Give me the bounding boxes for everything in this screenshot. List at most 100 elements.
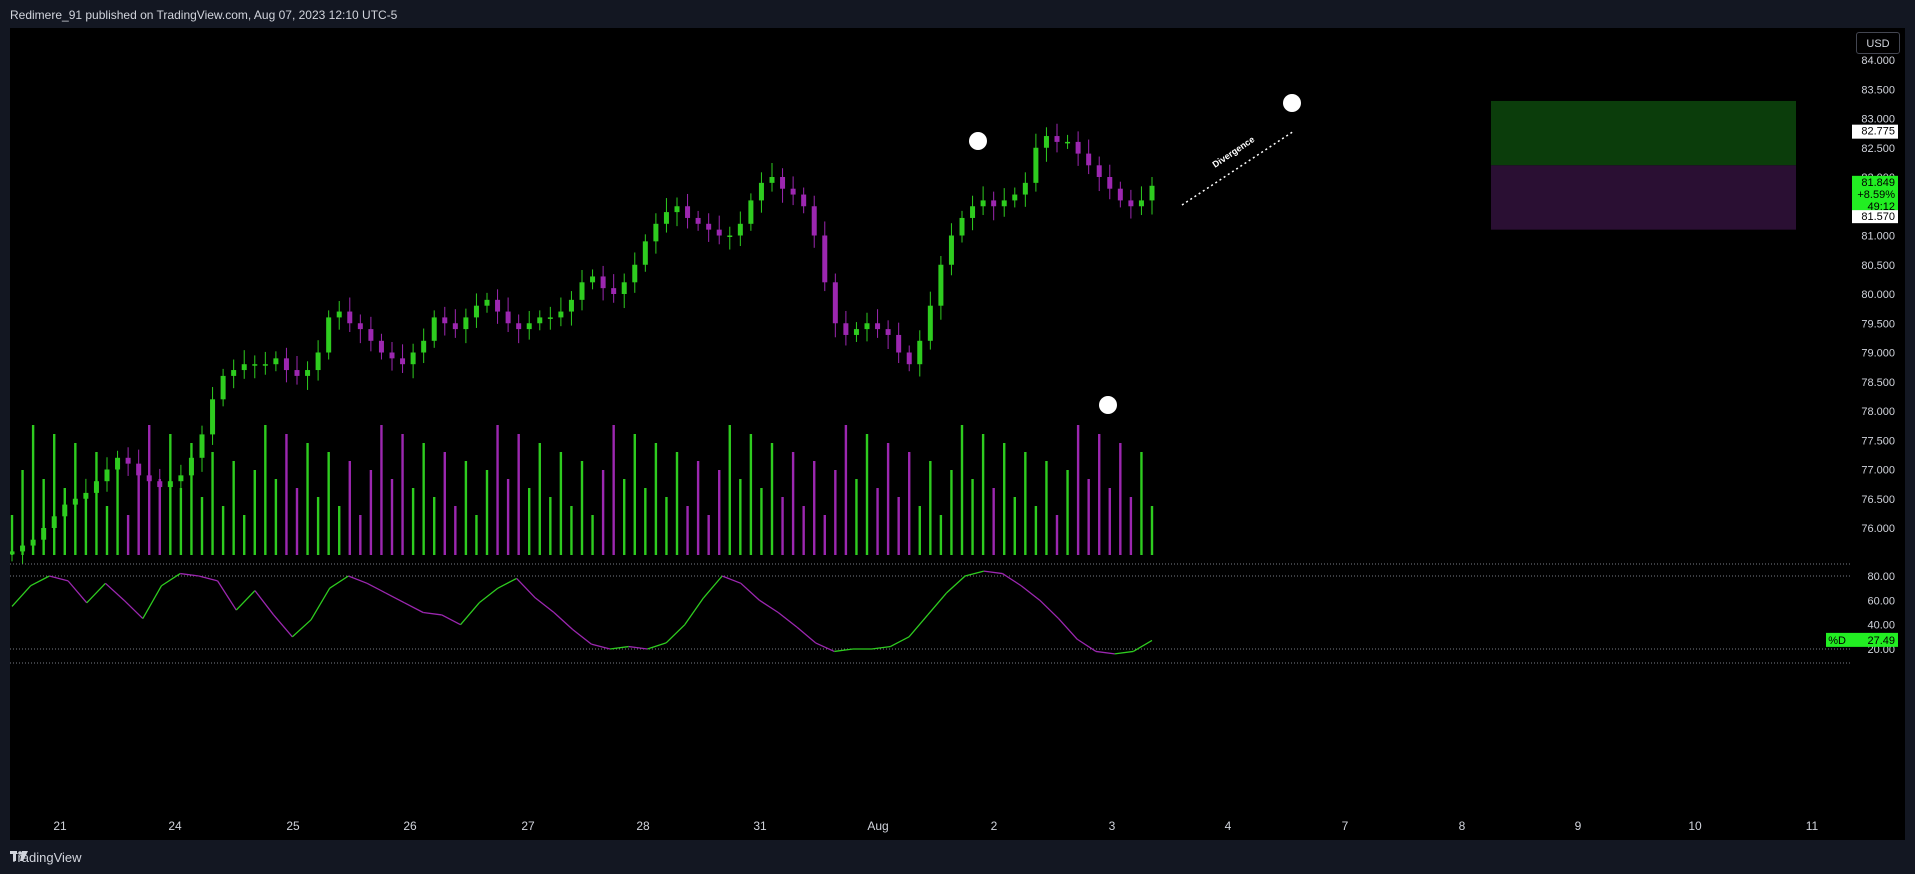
candle (1043, 136, 1049, 148)
oscillator-line (441, 614, 461, 626)
candle (30, 539, 36, 546)
candle (980, 200, 986, 207)
volume-bar (844, 425, 848, 555)
volume-bar (232, 461, 235, 555)
volume-bar (454, 506, 457, 555)
volume-bar (169, 434, 172, 555)
publish-header: Redimere_91 published on TradingView.com… (0, 0, 1915, 28)
oscillator-line (1058, 618, 1078, 640)
oscillator-line (591, 643, 611, 650)
oscillator-line (796, 626, 817, 644)
volume-bar (675, 452, 679, 555)
candle (62, 504, 68, 517)
tradingview-logo-icon (10, 851, 28, 861)
volume-bar (971, 479, 974, 555)
oscillator-line (927, 592, 947, 616)
volume-bar (390, 479, 394, 555)
candle (674, 206, 680, 213)
candle (590, 276, 596, 283)
volume-bar (865, 434, 869, 555)
tradingview-logo[interactable]: TradingView (10, 850, 82, 865)
oscillator-line (180, 572, 199, 577)
volume-bar (760, 488, 763, 555)
x-axis-label: 9 (1575, 819, 1582, 833)
oscillator-tick-label: 80.00 (1867, 571, 1895, 583)
volume-bar (496, 425, 499, 555)
candle (442, 317, 448, 324)
price-tick-label: 83.500 (1861, 84, 1895, 96)
x-axis-label: 31 (753, 819, 767, 833)
volume-bar (1087, 479, 1090, 555)
volume-bar (369, 470, 373, 555)
candle (410, 352, 416, 365)
oscillator-line (235, 590, 256, 611)
candle (484, 299, 490, 306)
candle (389, 352, 395, 359)
oscillator-line (702, 575, 723, 599)
oscillator-line (516, 577, 536, 599)
candle (83, 492, 89, 499)
oscillator-line (665, 624, 686, 644)
candle (568, 299, 574, 312)
volume-bar (1129, 497, 1133, 555)
oscillator-line (1020, 585, 1041, 601)
price-marker-low (1852, 210, 1898, 224)
x-axis-label: 4 (1225, 819, 1232, 833)
oscillator-line (553, 612, 574, 631)
currency-button[interactable]: USD (1856, 32, 1900, 54)
candle (769, 177, 775, 183)
volume-bar (1098, 434, 1101, 555)
price-tick-label: 77.000 (1861, 465, 1895, 477)
volume-bar (813, 461, 816, 555)
oscillator-line (1095, 650, 1115, 655)
candle (336, 311, 342, 318)
candle (157, 481, 163, 488)
candle (72, 498, 78, 505)
volume-bar (834, 470, 837, 555)
oscillator-line (291, 619, 312, 638)
oscillator-line (404, 602, 424, 614)
oscillator-tick-label: 20.00 (1867, 644, 1895, 656)
candlestick-chart[interactable]: Divergence84.00083.50083.00082.50082.000… (10, 28, 1905, 840)
oscillator-line (572, 629, 592, 645)
oscillator-line (721, 575, 742, 584)
volume-bar (1045, 461, 1048, 555)
candle (1054, 136, 1060, 142)
oscillator-line (834, 648, 854, 653)
chart-area[interactable]: Divergence84.00083.50083.00082.50082.000… (10, 28, 1905, 840)
volume-bar (443, 452, 446, 555)
candle (864, 323, 870, 330)
volume-bar (886, 443, 890, 555)
candle (896, 334, 902, 353)
candle (199, 434, 205, 458)
candle (400, 358, 406, 365)
oscillator-line (348, 575, 368, 584)
volume-bar (380, 425, 383, 555)
support-zone-purple (1491, 165, 1796, 230)
oscillator-tick-label: 60.00 (1867, 595, 1895, 607)
volume-bar (433, 497, 436, 555)
oscillator-line (1076, 638, 1097, 652)
volume-bar (116, 461, 119, 555)
volume-bar (105, 506, 109, 555)
oscillator-line (740, 582, 760, 601)
candle (20, 545, 26, 552)
candle (621, 282, 627, 294)
oscillator-tick-label: 40.00 (1867, 620, 1895, 632)
x-axis-label: 25 (286, 819, 300, 833)
oscillator-line (11, 585, 32, 607)
volume-bar (770, 443, 774, 555)
price-tick-label: 79.000 (1861, 348, 1895, 360)
candle (822, 235, 828, 283)
candle (706, 223, 712, 230)
candle (93, 481, 99, 493)
volume-bar (422, 443, 425, 555)
volume-bar (348, 461, 351, 555)
price-tick-label: 81.000 (1861, 231, 1895, 243)
candle (452, 323, 458, 330)
volume-bar (158, 479, 161, 555)
volume-bar (1066, 470, 1069, 555)
x-axis-label: 7 (1342, 819, 1349, 833)
volume-bar (570, 506, 573, 555)
candle (906, 352, 912, 365)
